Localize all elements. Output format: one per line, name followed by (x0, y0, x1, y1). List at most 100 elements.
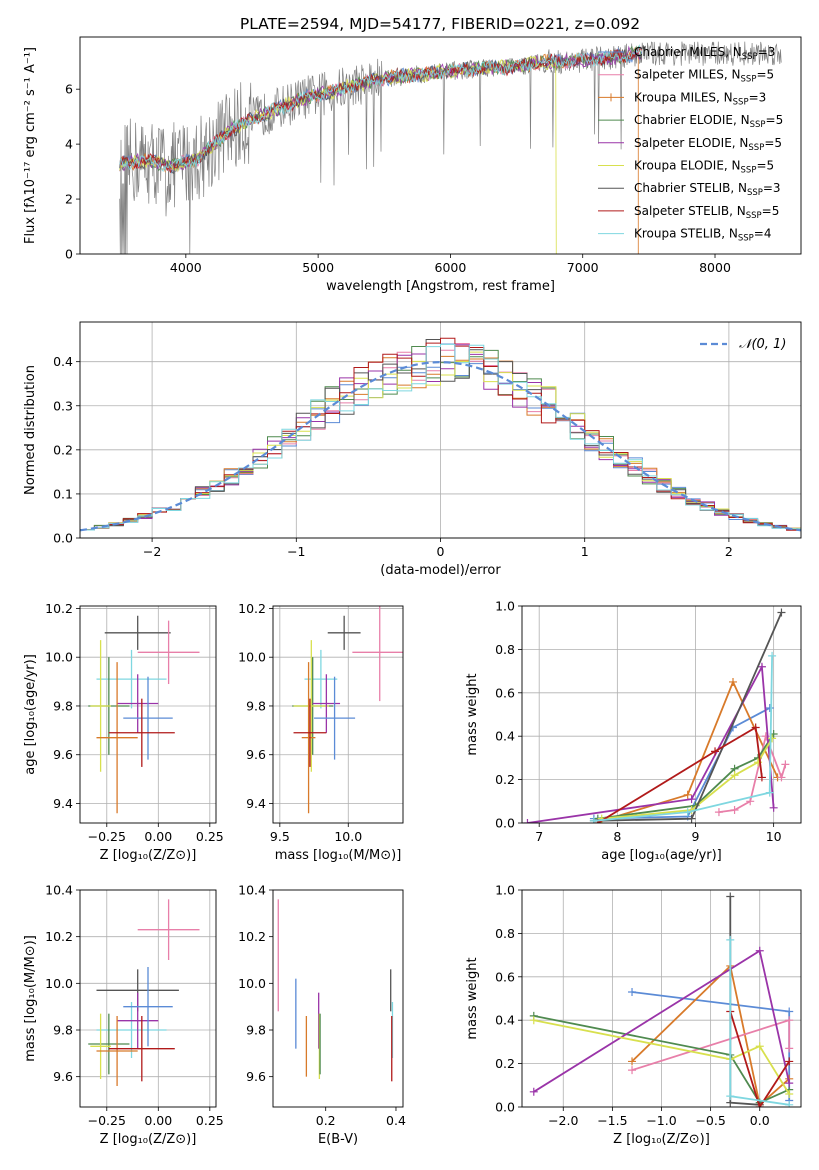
plot-area-spectrum (119, 41, 782, 254)
y-tick-label: 9.8 (53, 698, 73, 713)
weight-marker (785, 1089, 794, 1098)
plot-area-residuals (80, 337, 801, 533)
y-tick-label: 9.8 (53, 1023, 73, 1038)
weight-marker (785, 1079, 794, 1088)
x-tick-label: 0.25 (196, 829, 224, 844)
y-tick-label: 1.0 (495, 599, 515, 614)
x-tick-label: 9.5 (270, 829, 290, 844)
weight-marker (755, 1103, 764, 1107)
y-axis-label: mass weight (465, 673, 480, 755)
x-tick-label: −2.0 (548, 1113, 578, 1128)
plot-area-age_vs_Z (88, 615, 200, 814)
x-axis-label: (data-model)/error (380, 563, 501, 578)
axes-frame (521, 605, 802, 824)
axes-weight_vs_Z: −2.0 −1.5 −1.0 −0.5 0.0 0.0 0.2 0.4 0.6 0.8 1.0 Z [… (465, 883, 802, 1147)
axes-frame (79, 889, 217, 1108)
weight-marker (757, 773, 766, 782)
weight-marker (687, 814, 696, 823)
plot-area-weight_vs_Z (529, 892, 794, 1107)
x-tick-label: 0.00 (144, 829, 172, 844)
y-tick-label: 9.6 (53, 747, 73, 762)
x-tick-label: 9 (692, 829, 700, 844)
weight-marker (777, 608, 786, 617)
weight-marker (726, 935, 735, 944)
x-tick-label: 0.2 (316, 1113, 336, 1128)
x-axis-label: mass [log₁₀(M/M⊙)] (275, 848, 402, 863)
axes-frame (521, 889, 802, 1108)
y-tick-label: 9.4 (246, 796, 266, 811)
weight-marker (785, 1007, 794, 1016)
y-tick-label: 0.0 (495, 1100, 515, 1115)
y-tick-label: 9.8 (246, 1023, 266, 1038)
weight-marker (683, 808, 692, 817)
axes-age_vs_mass: 9.5 10.0 9.4 9.6 9.8 10.0 10.2 mass [log₁₀(M/M⊙… (238, 601, 404, 863)
y-axis-label: age [log₁₀(age/yr)] (23, 654, 38, 775)
x-tick-label: 0.0 (750, 1113, 770, 1128)
weight-marker (757, 662, 766, 671)
x-tick-label: 8000 (699, 260, 731, 275)
x-tick-label: 7000 (567, 260, 599, 275)
x-tick-label: 4000 (170, 260, 202, 275)
axes-frame (272, 605, 404, 824)
y-tick-label: 10.0 (45, 650, 73, 665)
weight-marker (589, 816, 598, 823)
x-tick-label: −1.5 (597, 1113, 627, 1128)
y-tick-label: 0.4 (495, 729, 515, 744)
x-tick-label: 2 (725, 544, 733, 559)
weight-marker (529, 1016, 538, 1025)
axes-age_vs_Z: −0.25 0.00 0.25 9.4 9.6 9.8 10.0 10.2 Z [log₁₀(Z… (23, 601, 224, 863)
axes-spectrum: 4000 5000 6000 7000 8000 0 2 4 6 wavelength [Angs… (23, 36, 802, 294)
spectrum-legend: Chabrier MILES, NSSP=3 Salpeter MILES, NS… (598, 45, 783, 244)
y-tick-label: 1.0 (495, 883, 515, 898)
weight-marker (729, 677, 738, 686)
axes-frame (79, 36, 802, 255)
y-tick-label: 9.6 (246, 1069, 266, 1084)
legend-label: Chabrier ELODIE, NSSP=5 (634, 113, 783, 130)
y-tick-label: 10.4 (238, 883, 266, 898)
weight-line (729, 896, 760, 1106)
x-tick-label: 5000 (302, 260, 334, 275)
y-axis-label: Flux [fλ10⁻¹⁷ erg cm⁻² s⁻¹ A⁻¹] (23, 47, 38, 244)
y-tick-label: 10.4 (45, 883, 73, 898)
weight-marker (714, 808, 723, 817)
legend-label: Salpeter MILES, NSSP=5 (634, 68, 774, 85)
y-tick-label: 0.4 (53, 354, 73, 369)
y-tick-label: 0.2 (53, 442, 73, 457)
y-tick-label: 10.2 (45, 601, 73, 616)
plot-area-mass_vs_ebv (277, 899, 394, 1082)
plot-area-age_vs_mass (292, 606, 403, 814)
y-tick-label: 0.2 (495, 1056, 515, 1071)
weight-line (527, 663, 775, 823)
weight-marker (755, 1042, 764, 1051)
x-tick-label: 0 (437, 544, 445, 559)
y-tick-label: 6 (65, 82, 73, 97)
y-tick-label: 0.3 (53, 398, 73, 413)
y-tick-label: 9.8 (246, 698, 266, 713)
y-axis-label: mass weight (465, 957, 480, 1039)
weight-marker (529, 1087, 538, 1096)
y-tick-label: 10.2 (238, 929, 266, 944)
weight-line (631, 964, 790, 1107)
axes-frame (272, 889, 404, 1108)
weight-marker (683, 790, 692, 799)
y-tick-label: 10.0 (238, 650, 266, 665)
gaussian-curve (80, 360, 801, 532)
x-tick-label: −0.25 (88, 1113, 126, 1128)
x-tick-label: 0.25 (196, 1113, 224, 1128)
weight-marker (628, 1057, 637, 1066)
x-axis-label: E(B-V) (318, 1132, 358, 1147)
legend-label: Chabrier MILES, NSSP=3 (634, 45, 775, 62)
y-tick-label: 10.2 (45, 929, 73, 944)
weight-marker (730, 805, 739, 814)
histogram-step (80, 343, 801, 533)
legend-label: Kroupa MILES, NSSP=3 (634, 90, 766, 107)
plot-area-mass_vs_Z (88, 899, 200, 1086)
weight-line (533, 1019, 790, 1095)
y-tick-label: 0.2 (495, 772, 515, 787)
figure-title: PLATE=2594, MJD=54177, FIBERID=0221, z=0… (240, 15, 640, 33)
weight-marker (726, 1092, 735, 1101)
gaussian-legend-label: 𝒩(0, 1) (739, 337, 786, 352)
weight-marker (785, 1044, 794, 1053)
x-tick-label: −1 (287, 544, 305, 559)
